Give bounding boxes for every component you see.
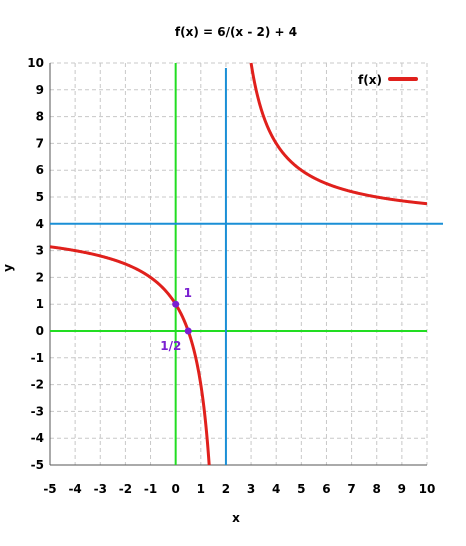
point-marker [184,327,192,335]
y-tick-label: 1 [36,297,44,311]
x-axis-label: x [232,511,240,525]
y-tick-label: 9 [36,83,44,97]
x-tick-label: -4 [68,482,81,496]
x-tick-label: 3 [247,482,255,496]
y-tick-label: 6 [36,163,44,177]
y-tick-label: 10 [27,56,44,70]
y-tick-label: -2 [31,378,44,392]
x-tick-label: 5 [297,482,305,496]
y-tick-label: 4 [36,217,44,231]
x-tick-label: 10 [419,482,436,496]
x-tick-label: -2 [119,482,132,496]
y-tick-label: 2 [36,270,44,284]
legend: f(x) [358,73,418,87]
y-tick-label: -5 [31,458,44,472]
marked-points: 1 1/2 [160,286,192,353]
y-axis-label: y [1,264,15,272]
grid [49,62,428,466]
y-tick-label: -3 [31,404,44,418]
y-tick-label: 5 [36,190,44,204]
point-marker [172,300,180,308]
x-tick-label: 4 [272,482,280,496]
curve-right-branch [249,62,428,206]
y-tick-label: 7 [36,136,44,150]
x-tick-label: -5 [43,482,56,496]
point-label: 1/2 [160,339,181,353]
y-tick-label: -1 [31,351,44,365]
reference-lines [50,63,443,465]
x-tick-label: 0 [171,482,179,496]
plot-frame [49,63,427,466]
x-tick-label: 2 [222,482,230,496]
curve-left-branch [49,245,211,466]
x-tick-label: -1 [144,482,157,496]
x-tick-label: -3 [94,482,107,496]
series-curves [49,62,428,466]
x-tick-label: 9 [398,482,406,496]
y-tick-label: -4 [31,431,44,445]
tick-labels: -5 -4 -3 -2 -1 0 1 2 3 4 5 6 7 8 9 10 -5 -4 -3 -2 -1 0 1 2 3 4 5 6 7… [27,56,435,496]
x-tick-label: 1 [197,482,205,496]
x-tick-label: 6 [322,482,330,496]
y-tick-label: 0 [36,324,44,338]
x-tick-label: 7 [347,482,355,496]
x-tick-label: 8 [373,482,381,496]
point-label: 1 [184,286,192,300]
y-tick-label: 3 [36,244,44,258]
y-tick-label: 8 [36,110,44,124]
legend-label: f(x) [358,73,382,87]
chart-title: f(x) = 6/(x - 2) + 4 [175,25,297,39]
